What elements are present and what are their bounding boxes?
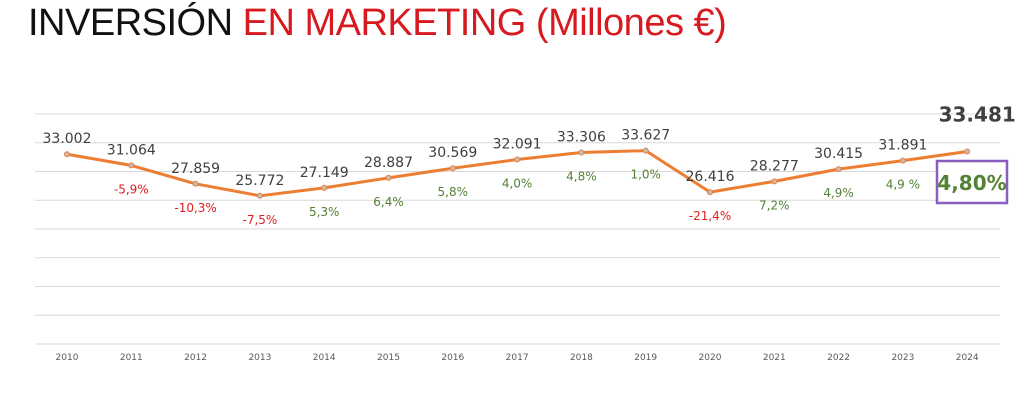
highlight-label: 4,80% [937,171,1006,195]
data-point [514,156,521,163]
data-label: 27.859 [171,161,220,177]
x-tick-label: 2015 [377,353,400,363]
data-point [771,178,778,185]
x-tick-label: 2013 [248,353,271,363]
x-tick-label: 2014 [313,353,336,363]
data-label: 33.627 [621,128,670,144]
x-tick-label: 2019 [634,353,657,363]
data-point [707,189,713,196]
chart-title: INVERSIÓN EN MARKETING (Millones €) [28,0,727,46]
data-label: 25.772 [235,173,284,189]
x-tick-label: 2021 [763,353,786,363]
change-label: 6,4% [373,195,404,209]
x-tick-label: 2016 [441,353,464,363]
data-point [964,148,971,155]
x-tick-label: 2012 [184,353,207,363]
change-label: 4,0% [502,176,533,190]
change-label: 4,9% [823,186,854,200]
change-label: 7,2% [759,198,790,212]
data-point [321,184,328,191]
data-label: 33.481 [939,102,1016,126]
highlight-box [935,159,1009,205]
data-label: 30.415 [814,146,863,162]
change-label: -7,5% [242,213,277,227]
x-tick-label: 2020 [699,353,722,363]
data-label: 33.002 [43,131,92,147]
change-label: 4,9 % [886,178,920,192]
change-label: -5,9% [114,182,149,196]
x-tick-label: 2017 [506,353,529,363]
chart-title-part2: EN MARKETING (Millones €) [242,2,727,44]
data-point [64,151,70,158]
data-label: 30.569 [428,145,477,161]
change-label: 5,8% [438,185,469,199]
data-point [449,165,456,172]
data-label: 31.891 [878,138,927,154]
data-label: 33.306 [557,129,606,145]
x-tick-label: 2022 [827,353,850,363]
data-label: 28.277 [750,158,799,174]
change-label: 1,0% [630,168,661,182]
data-point [385,174,392,181]
x-tick-label: 2010 [56,353,79,363]
data-point [256,192,263,199]
chart-title-part1: INVERSIÓN [28,2,243,44]
data-label: 28.887 [364,155,413,171]
change-label: 5,3% [309,205,340,219]
data-point [835,166,842,173]
data-point [128,162,135,169]
data-label: 31.064 [107,142,156,158]
change-label: -21,4% [689,209,731,223]
x-tick-label: 2018 [570,353,593,363]
data-label: 26.416 [686,169,735,185]
change-label: 4,8% [566,169,597,183]
data-point [899,157,906,164]
data-label: 27.149 [300,165,349,181]
x-tick-label: 2023 [891,353,914,363]
change-label: -10,3% [174,201,216,215]
data-point [192,180,199,187]
data-label: 32.091 [493,136,542,152]
x-tick-label: 2011 [120,353,143,363]
data-point [578,149,585,156]
x-tick-label: 2024 [956,353,979,363]
data-point [642,147,649,154]
